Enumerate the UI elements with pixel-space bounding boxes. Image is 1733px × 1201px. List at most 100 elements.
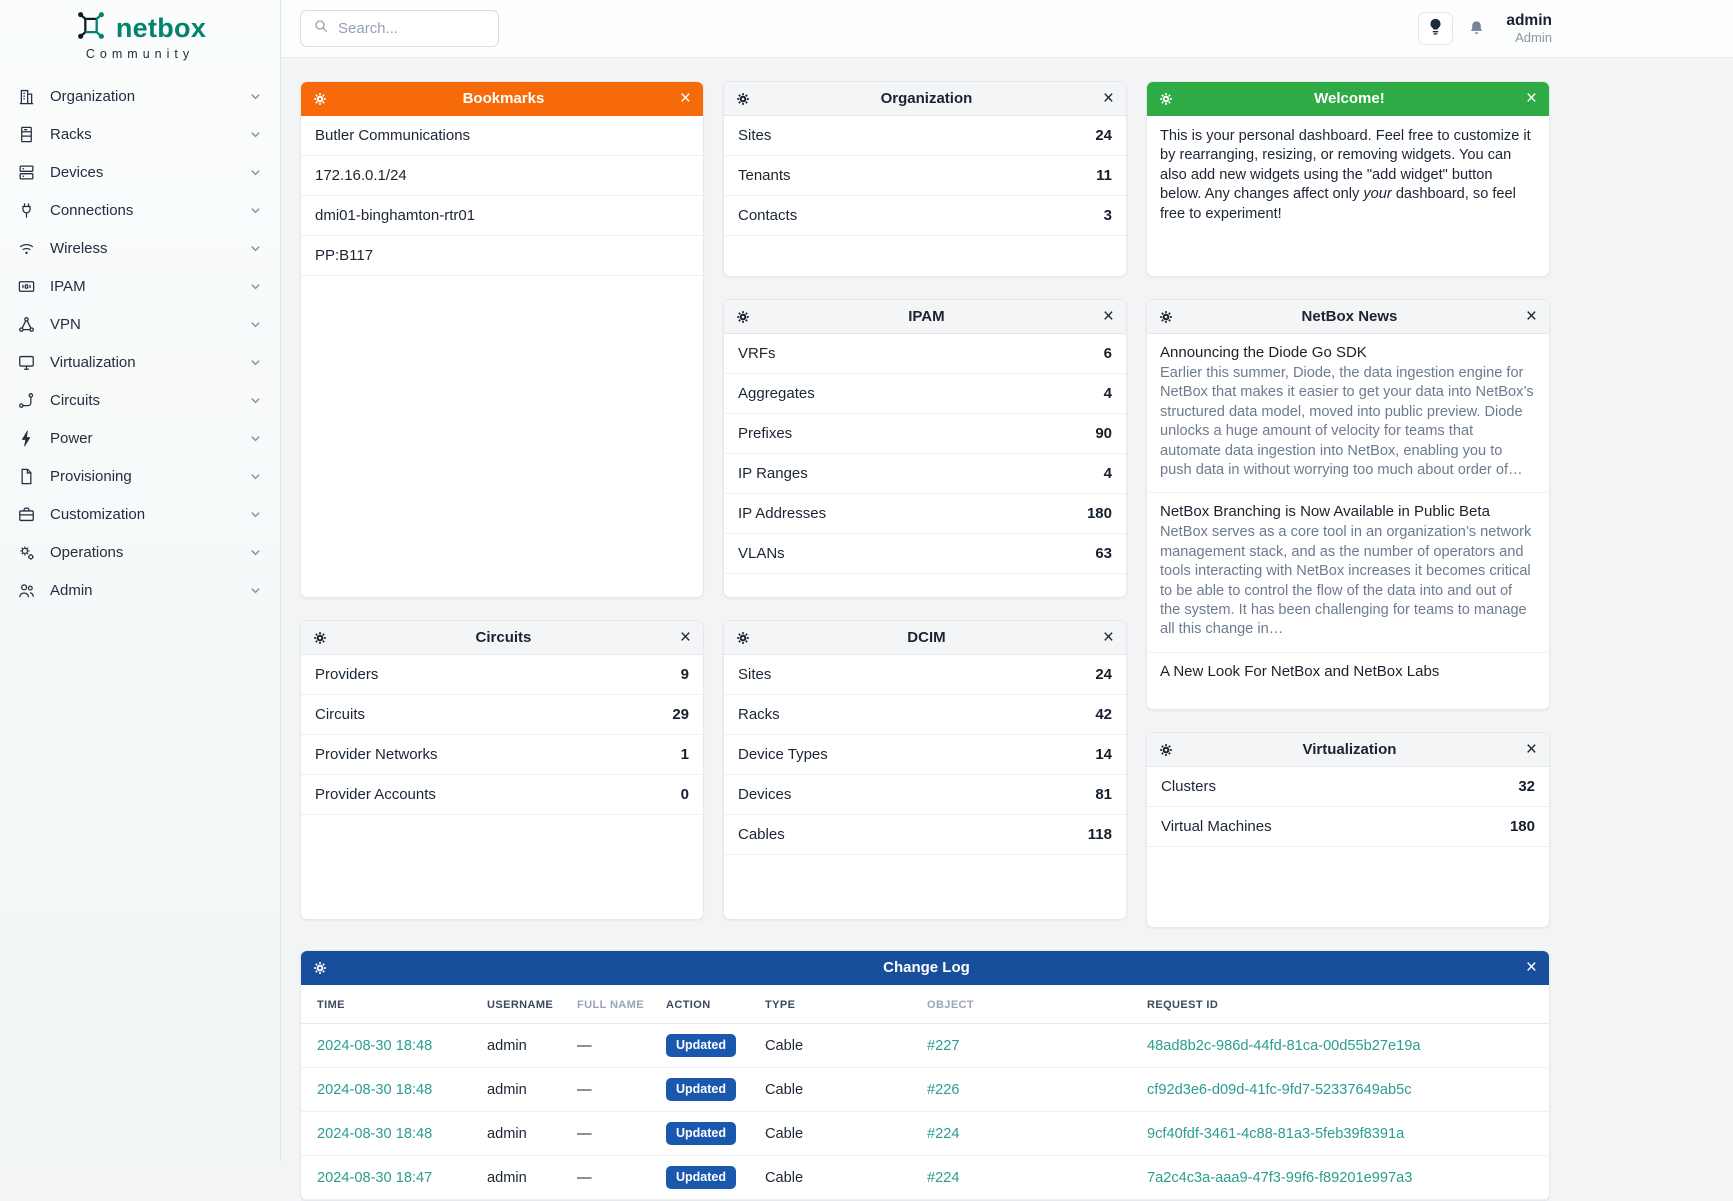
request-id-link[interactable]: 48ad8b2c-986d-44fd-81ca-00d55b27e19a	[1147, 1038, 1420, 1054]
close-icon[interactable]: ×	[1526, 89, 1537, 108]
stat-row[interactable]: VLANs 63	[724, 534, 1126, 574]
news-headline-link[interactable]: Announcing the Diode Go SDK	[1160, 344, 1536, 361]
brand[interactable]: netbox Community	[0, 0, 280, 61]
close-icon[interactable]: ×	[1103, 307, 1114, 326]
stat-row[interactable]: Prefixes 90	[724, 414, 1126, 454]
sidebar-item-customization[interactable]: Customization	[0, 495, 280, 533]
stat-row[interactable]: Virtual Machines 180	[1147, 807, 1549, 847]
close-icon[interactable]: ×	[1526, 958, 1537, 977]
bookmark-item[interactable]: PP:B117	[301, 236, 703, 276]
object-link[interactable]: #224	[927, 1126, 959, 1142]
stat-row[interactable]: Devices 81	[724, 775, 1126, 815]
sidebar-item-vpn[interactable]: VPN	[0, 305, 280, 343]
stat-row[interactable]: Sites 24	[724, 655, 1126, 695]
stat-row[interactable]: Clusters 32	[1147, 767, 1549, 807]
sidebar-item-virtualization[interactable]: Virtualization	[0, 343, 280, 381]
bookmark-item[interactable]: dmi01-binghamton-rtr01	[301, 196, 703, 236]
stat-row[interactable]: Provider Networks 1	[301, 735, 703, 775]
circuits-header: Circuits ×	[301, 621, 703, 655]
widget-config-icon[interactable]	[1159, 743, 1173, 757]
sidebar-item-wireless[interactable]: Wireless	[0, 229, 280, 267]
widget-circuits: Circuits × Providers 9 Circuits 29	[300, 620, 704, 920]
user-menu[interactable]: admin Admin	[1506, 12, 1552, 45]
stat-row[interactable]: Providers 9	[301, 655, 703, 695]
bookmark-item[interactable]: Butler Communications	[301, 116, 703, 156]
theme-toggle-button[interactable]	[1418, 12, 1453, 45]
close-icon[interactable]: ×	[680, 89, 691, 108]
news-headline-link[interactable]: NetBox Branching is Now Available in Pub…	[1160, 503, 1536, 520]
chevron-down-icon	[249, 90, 262, 103]
topbar: admin Admin	[281, 0, 1733, 58]
welcome-text: This is your personal dashboard. Feel fr…	[1147, 116, 1549, 235]
stat-row[interactable]: Sites 24	[724, 116, 1126, 156]
sidebar-item-label: VPN	[50, 316, 235, 333]
object-link[interactable]: #227	[927, 1038, 959, 1054]
close-icon[interactable]: ×	[1526, 307, 1537, 326]
close-icon[interactable]: ×	[1103, 89, 1114, 108]
search-input[interactable]	[338, 20, 486, 37]
request-id-link[interactable]: cf92d3e6-d09d-41fc-9fd7-52337649ab5c	[1147, 1082, 1412, 1098]
sidebar-item-devices[interactable]: Devices	[0, 153, 280, 191]
fullname-cell: —	[577, 1156, 666, 1200]
object-link[interactable]: #224	[927, 1170, 959, 1186]
widget-config-icon[interactable]	[736, 310, 750, 324]
close-icon[interactable]: ×	[1103, 628, 1114, 647]
sidebar-item-connections[interactable]: Connections	[0, 191, 280, 229]
fullname-cell: —	[577, 1024, 666, 1068]
sidebar-item-circuits[interactable]: Circuits	[0, 381, 280, 419]
widget-config-icon[interactable]	[1159, 92, 1173, 106]
widget-config-icon[interactable]	[736, 631, 750, 645]
stat-row[interactable]: Racks 42	[724, 695, 1126, 735]
search-box[interactable]	[300, 10, 499, 47]
sidebar-item-ipam[interactable]: IPAM	[0, 267, 280, 305]
time-link[interactable]: 2024-08-30 18:48	[317, 1126, 432, 1142]
stat-row[interactable]: Provider Accounts 0	[301, 775, 703, 815]
stat-value: 3	[1104, 207, 1112, 224]
object-link[interactable]: #226	[927, 1082, 959, 1098]
sidebar-item-provisioning[interactable]: Provisioning	[0, 457, 280, 495]
ipam-stats: VRFs 6 Aggregates 4 Prefixes 90	[724, 334, 1126, 574]
time-link[interactable]: 2024-08-30 18:48	[317, 1038, 432, 1054]
stat-value: 118	[1088, 826, 1112, 843]
news-headline-link[interactable]: A New Look For NetBox and NetBox Labs	[1160, 663, 1536, 680]
stat-row[interactable]: Circuits 29	[301, 695, 703, 735]
type-cell: Cable	[765, 1112, 927, 1156]
widget-config-icon[interactable]	[313, 961, 327, 975]
sidebar-item-label: Virtualization	[50, 354, 235, 371]
stat-row[interactable]: IP Ranges 4	[724, 454, 1126, 494]
sidebar-item-label: Racks	[50, 126, 235, 143]
stat-row[interactable]: IP Addresses 180	[724, 494, 1126, 534]
widget-organization: Organization × Sites 24 Tenants 11	[723, 81, 1127, 277]
stat-row[interactable]: VRFs 6	[724, 334, 1126, 374]
request-id-link[interactable]: 9cf40fdf-3461-4c88-81a3-5feb39f8391a	[1147, 1126, 1404, 1142]
stat-row[interactable]: Cables 118	[724, 815, 1126, 855]
sidebar-item-organization[interactable]: Organization	[0, 77, 280, 115]
stat-row[interactable]: Device Types 14	[724, 735, 1126, 775]
request-id-link[interactable]: 7a2c4c3a-aaa9-47f3-99f6-f89201e997a3	[1147, 1170, 1412, 1186]
time-link[interactable]: 2024-08-30 18:47	[317, 1170, 432, 1186]
wifi-icon	[16, 238, 36, 258]
sidebar-item-racks[interactable]: Racks	[0, 115, 280, 153]
column-header-action: ACTION	[666, 985, 765, 1024]
bell-icon[interactable]	[1468, 19, 1485, 38]
stat-value: 9	[681, 666, 689, 683]
sidebar-item-operations[interactable]: Operations	[0, 533, 280, 571]
stat-row[interactable]: Aggregates 4	[724, 374, 1126, 414]
sidebar-item-power[interactable]: Power	[0, 419, 280, 457]
widget-config-icon[interactable]	[313, 631, 327, 645]
widget-config-icon[interactable]	[1159, 310, 1173, 324]
close-icon[interactable]: ×	[680, 628, 691, 647]
stat-row[interactable]: Contacts 3	[724, 196, 1126, 236]
widget-config-icon[interactable]	[313, 92, 327, 106]
fullname-cell: —	[577, 1068, 666, 1112]
news-item: NetBox Branching is Now Available in Pub…	[1147, 492, 1549, 651]
stat-row[interactable]: Tenants 11	[724, 156, 1126, 196]
stat-value: 11	[1096, 167, 1112, 184]
close-icon[interactable]: ×	[1526, 740, 1537, 759]
sidebar-item-admin[interactable]: Admin	[0, 571, 280, 609]
bookmark-item[interactable]: 172.16.0.1/24	[301, 156, 703, 196]
stat-label: IP Addresses	[738, 505, 826, 522]
time-link[interactable]: 2024-08-30 18:48	[317, 1082, 432, 1098]
stat-value: 81	[1095, 786, 1112, 803]
widget-config-icon[interactable]	[736, 92, 750, 106]
